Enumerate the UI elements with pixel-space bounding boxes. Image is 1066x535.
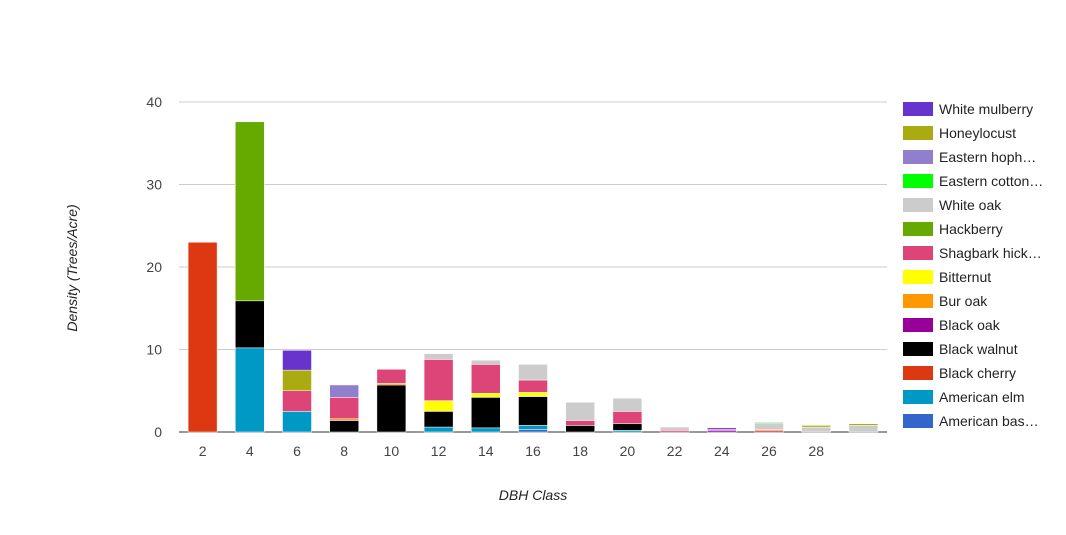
bar-segment	[471, 397, 501, 429]
bar-segment	[423, 400, 454, 412]
x-tick-label: 10	[384, 443, 400, 459]
x-axis-title: DBH Class	[499, 487, 567, 503]
bar-segment	[612, 411, 643, 424]
bar-segment	[565, 402, 595, 421]
x-tick-label: 14	[478, 443, 494, 459]
bar-segment	[471, 392, 501, 398]
bar-segment	[848, 423, 879, 426]
bar-segment	[423, 411, 454, 428]
bar-segment	[659, 426, 690, 431]
bar-segment	[754, 421, 784, 424]
y-axis-ticks: 0 10 20 30 40	[146, 94, 162, 440]
x-tick-label: 2	[199, 443, 207, 459]
legend-swatch	[903, 174, 933, 188]
bar-segment	[282, 390, 312, 412]
legend-label: Black oak	[939, 317, 1001, 333]
x-tick-label: 20	[620, 443, 636, 459]
bar-segment	[282, 350, 312, 371]
legend-label: Black walnut	[939, 341, 1018, 357]
bar-segment	[848, 425, 879, 433]
x-tick-label: 18	[572, 443, 588, 459]
bar-segment	[707, 427, 737, 430]
legend-swatch	[903, 102, 933, 116]
legend-swatch	[903, 342, 933, 356]
x-tick-label: 26	[761, 443, 777, 459]
bar-segment	[235, 121, 265, 302]
bar-segment	[518, 425, 548, 430]
bar-segment	[518, 364, 548, 381]
bar-segment	[518, 392, 548, 397]
bar-segment	[612, 397, 643, 412]
legend-label: American bas…	[939, 413, 1039, 429]
bar-segment	[471, 427, 501, 433]
legend: White mulberry Honeylocust Eastern hoph… Ea…	[903, 101, 1043, 429]
bar-segment	[376, 369, 407, 384]
legend-swatch	[903, 270, 933, 284]
bar-segment	[329, 384, 359, 398]
legend-label: Bitternut	[939, 269, 991, 285]
legend-label: Black cherry	[939, 365, 1016, 381]
y-tick-label: 0	[154, 424, 162, 440]
legend-label: Bur oak	[939, 293, 988, 309]
legend-label: American elm	[939, 389, 1025, 405]
bar-segment	[754, 422, 784, 430]
y-tick-label: 30	[146, 177, 162, 193]
bar-segment	[518, 379, 548, 393]
bar-segment	[235, 300, 265, 349]
y-tick-label: 10	[146, 342, 162, 358]
legend-swatch	[903, 198, 933, 212]
bar-segment	[612, 423, 643, 431]
bar-segment	[423, 359, 454, 401]
legend-swatch	[903, 222, 933, 236]
legend-label: Hackberry	[939, 221, 1003, 237]
bar-segment	[282, 411, 312, 433]
legend-label: White mulberry	[939, 101, 1033, 117]
x-tick-label: 24	[714, 443, 730, 459]
bar-segment	[518, 429, 548, 433]
bar-segment	[565, 425, 595, 433]
bar-segment	[565, 420, 595, 426]
x-tick-label: 6	[293, 443, 301, 459]
bar-segment	[518, 396, 548, 426]
bar-segment	[376, 384, 407, 433]
legend-swatch	[903, 318, 933, 332]
legend-label: Honeylocust	[939, 125, 1016, 141]
x-tick-label: 28	[808, 443, 824, 459]
bar-segment	[471, 359, 501, 365]
y-tick-label: 20	[146, 259, 162, 275]
bar-segment	[329, 397, 359, 420]
x-tick-label: 16	[525, 443, 541, 459]
legend-swatch	[903, 294, 933, 308]
bar-segment	[471, 364, 501, 394]
y-tick-label: 40	[146, 94, 162, 110]
x-tick-label: 12	[431, 443, 447, 459]
legend-label: Shagbark hick…	[939, 245, 1042, 261]
legend-label: White oak	[939, 197, 1002, 213]
legend-swatch	[903, 390, 933, 404]
bar-segment	[329, 420, 359, 433]
x-tick-label: 4	[246, 443, 254, 459]
bar-segment	[423, 426, 454, 433]
bar-segment	[801, 426, 831, 433]
legend-swatch	[903, 150, 933, 164]
legend-label: Eastern cotton…	[939, 173, 1043, 189]
y-axis-title: Density (Trees/Acre)	[64, 204, 80, 331]
legend-swatch	[903, 126, 933, 140]
legend-swatch	[903, 366, 933, 380]
legend-label: Eastern hoph…	[939, 149, 1036, 165]
x-axis-ticks: 2 4 6 8 10 12 14 16 18 20 22 24 26 28	[199, 443, 824, 459]
bar-segment	[282, 369, 312, 391]
legend-swatch	[903, 246, 933, 260]
bar-segment	[801, 425, 831, 428]
bars	[187, 121, 879, 433]
x-tick-label: 8	[340, 443, 348, 459]
legend-swatch	[903, 414, 933, 428]
bar-segment	[187, 242, 218, 433]
bar-segment	[235, 347, 265, 433]
bar-segment	[423, 353, 454, 360]
x-tick-label: 22	[667, 443, 683, 459]
